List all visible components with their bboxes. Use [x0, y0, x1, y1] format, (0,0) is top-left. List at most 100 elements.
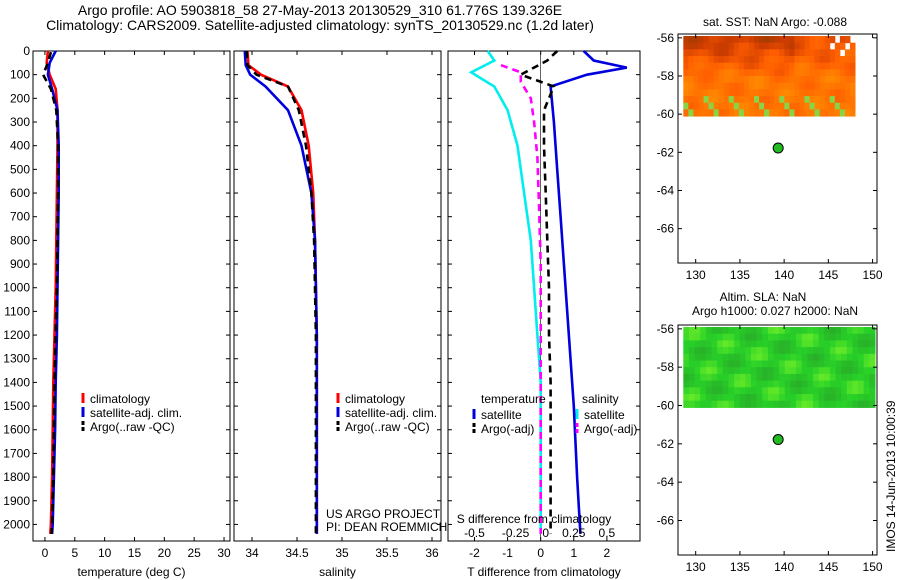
heatmap-cell: [734, 353, 741, 362]
s-tick-label: 0.5: [599, 526, 616, 540]
heatmap-cell: [774, 109, 780, 117]
heatmap-cell: [713, 102, 720, 110]
heatmap-cell: [829, 333, 837, 341]
s-axis-label: S difference from climatology: [457, 512, 612, 526]
heatmap-cell: [844, 36, 851, 44]
heatmap-cell: [764, 49, 770, 57]
heatmap-cell: [779, 42, 785, 50]
map-panel-1: [677, 33, 878, 264]
heatmap-cell: [723, 102, 730, 110]
heatmap-cell: [769, 76, 775, 84]
heatmap-cell: [688, 69, 694, 77]
heatmap-cell: [722, 333, 729, 341]
heatmap-cell: [717, 353, 724, 362]
heatmap-cell: [794, 69, 800, 77]
heatmap-cell: [711, 327, 718, 335]
heatmap-cell: [829, 327, 837, 335]
heatmap-cell: [852, 347, 859, 355]
heatmap-cell: [759, 102, 765, 110]
heatmap-cell: [728, 36, 735, 44]
heatmap-cell: [869, 327, 876, 335]
heatmap-cell: [789, 89, 795, 97]
heatmap-cell: [869, 400, 876, 408]
heatmap-cell: [790, 353, 797, 362]
heatmap-cell: [718, 102, 725, 110]
heatmap-cell: [829, 76, 836, 84]
heatmap-cell: [698, 42, 705, 50]
heatmap-cell: [756, 360, 763, 368]
heatmap-cell: [738, 36, 745, 44]
profile-panel-1: [32, 50, 231, 542]
heatmap-cell: [769, 49, 775, 57]
heatmap-cell: [814, 69, 821, 77]
heatmap-cell: [779, 387, 786, 395]
heatmap-cell: [762, 353, 769, 362]
heatmap-cell: [743, 69, 750, 77]
heatmap-cell: [734, 387, 741, 395]
heatmap-cell: [858, 380, 865, 388]
heatmap-cell: [718, 89, 725, 97]
heatmap-cell: [717, 367, 724, 375]
heatmap-cell: [839, 109, 846, 117]
heatmap-cell: [722, 367, 729, 375]
y-tick-label: -58: [657, 360, 675, 374]
x-tick-label: 145: [818, 268, 838, 282]
heatmap-cell: [694, 387, 701, 395]
heatmap-cell: [779, 49, 785, 57]
heatmap-cell: [728, 373, 735, 382]
heatmap-cell: [713, 96, 720, 104]
map-panel-2: [677, 324, 878, 556]
y-tick-label: 100: [10, 68, 30, 82]
heatmap-cell: [728, 62, 735, 70]
heatmap-cell: [748, 36, 755, 44]
heatmap-cell: [722, 347, 729, 355]
y-tick-label: 300: [10, 115, 30, 129]
heatmap-cell: [705, 353, 712, 362]
heatmap-cell: [717, 327, 724, 335]
heatmap-cell: [818, 360, 825, 368]
heatmap-cell: [807, 367, 814, 375]
heatmap-cell: [869, 347, 876, 355]
heatmap-cell: [767, 373, 775, 382]
heatmap-cell: [733, 96, 740, 104]
heatmap-cell: [774, 69, 780, 77]
heatmap-cell: [824, 56, 831, 64]
heatmap-cell: [688, 62, 694, 70]
heatmap-cell: [711, 367, 718, 375]
heatmap-cell: [713, 69, 720, 77]
series-line-argo-raw-qc-: [245, 50, 318, 534]
credit-project: US ARGO PROJECT: [326, 507, 441, 521]
y-tick-label: 800: [10, 233, 30, 247]
heatmap-cell: [739, 380, 746, 388]
heatmap-cell: [750, 394, 758, 402]
heatmap-cell: [784, 394, 791, 402]
heatmap-cell: [728, 367, 735, 375]
heatmap-cell: [812, 333, 820, 341]
heatmap-cell: [700, 400, 707, 408]
heatmap-cell: [694, 394, 701, 402]
legend-label: Argo(..raw -QC): [345, 420, 430, 434]
heatmap-cell: [852, 360, 859, 368]
heatmap-cell: [722, 340, 729, 348]
heatmap-cell: [801, 333, 808, 341]
heatmap-cell: [688, 109, 694, 117]
heatmap-cell: [784, 109, 790, 117]
heatmap-cell: [762, 360, 769, 368]
x-tick-label: 140: [774, 560, 794, 574]
heatmap-cell: [835, 353, 842, 362]
heatmap-cell: [824, 89, 831, 97]
heatmap-cell: [794, 56, 800, 64]
heatmap-cell: [717, 340, 724, 348]
heatmap-cell: [748, 89, 755, 97]
heatmap-cell: [762, 373, 769, 382]
heatmap-cell: [784, 367, 791, 375]
y-tick-label: 1800: [3, 470, 30, 484]
heatmap-cell: [846, 394, 853, 402]
heatmap-cell: [796, 327, 803, 335]
heatmap-cell: [748, 76, 755, 84]
heatmap-cell: [801, 367, 808, 375]
heatmap-cell: [869, 333, 876, 341]
heatmap-cell: [796, 333, 803, 341]
heatmap-cell: [717, 333, 724, 341]
heatmap-cell: [834, 42, 841, 50]
